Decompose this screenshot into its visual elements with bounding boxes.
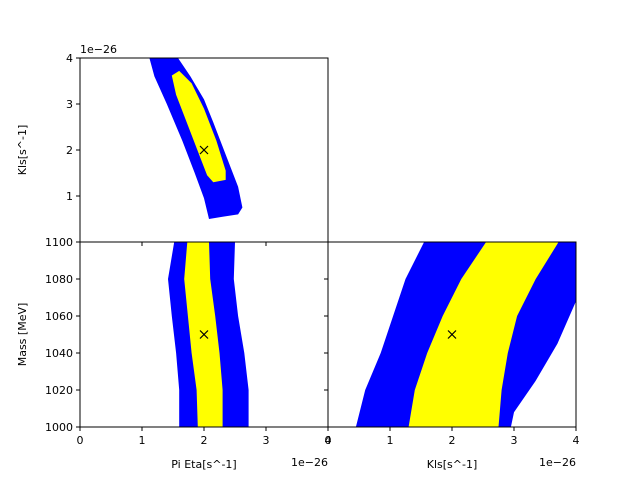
best-fit-marker — [199, 330, 209, 339]
y-axis-label: Kls[s^-1] — [16, 125, 29, 176]
panel-bottom-left: 0 1 2 3 4 1000 1020 1040 1060 1080 1100 Pi Eta[s^-1… — [16, 236, 332, 471]
x-axis: 0 1 2 3 4 — [325, 427, 580, 447]
confidence-regions — [149, 58, 243, 219]
y-tick-label: 1040 — [45, 347, 73, 360]
y-offset-label: 1e−26 — [80, 43, 117, 56]
y-tick-label: 2 — [66, 144, 73, 157]
confidence-regions — [168, 242, 249, 427]
y-axis-label: Mass [MeV] — [16, 303, 29, 367]
y-axis: 1000 1020 1040 1060 1080 1100 — [45, 236, 80, 434]
x-tick-label: 4 — [325, 434, 332, 447]
x-tick-label: 0 — [77, 434, 84, 447]
x-tick-label: 3 — [511, 434, 518, 447]
best-fit-marker — [199, 145, 209, 155]
x-tick-label: 2 — [201, 434, 208, 447]
y-tick-label: 1 — [66, 190, 73, 203]
x-tick-label: 3 — [263, 434, 270, 447]
x-tick-label: 1 — [387, 434, 394, 447]
x-tick-label: 4 — [573, 434, 580, 447]
x-axis-label: Pi Eta[s^-1] — [171, 458, 236, 471]
x-axis: 0 1 2 3 4 — [77, 427, 332, 447]
x-tick-label: 0 — [325, 434, 332, 447]
y-axis: 1 2 3 4 — [66, 52, 80, 243]
best-fit-marker — [447, 330, 457, 339]
region-inner — [171, 70, 226, 183]
confidence-regions — [355, 242, 576, 427]
region-inner — [408, 242, 559, 427]
y-tick-label: 3 — [66, 98, 73, 111]
y-tick-label: 1000 — [45, 421, 73, 434]
x-offset-label: 1e−26 — [291, 456, 328, 469]
y-tick-label: 1080 — [45, 273, 73, 286]
y-axis — [324, 241, 328, 428]
y-tick-label: 1060 — [45, 310, 73, 323]
x-axis-label: Kls[s^-1] — [427, 458, 478, 471]
y-tick-label: 1020 — [45, 384, 73, 397]
y-tick-label: 4 — [66, 52, 73, 65]
x-offset-label: 1e−26 — [539, 456, 576, 469]
x-tick-label: 1 — [139, 434, 146, 447]
x-tick-label: 2 — [449, 434, 456, 447]
y-tick-label: 1100 — [45, 236, 73, 249]
panel-bottom-right: 0 1 2 3 4 Kls[s^-1] 1e−26 — [324, 241, 580, 471]
panel-top-left: 1 2 3 4 Kls[s^-1] 1e−26 — [16, 43, 329, 246]
